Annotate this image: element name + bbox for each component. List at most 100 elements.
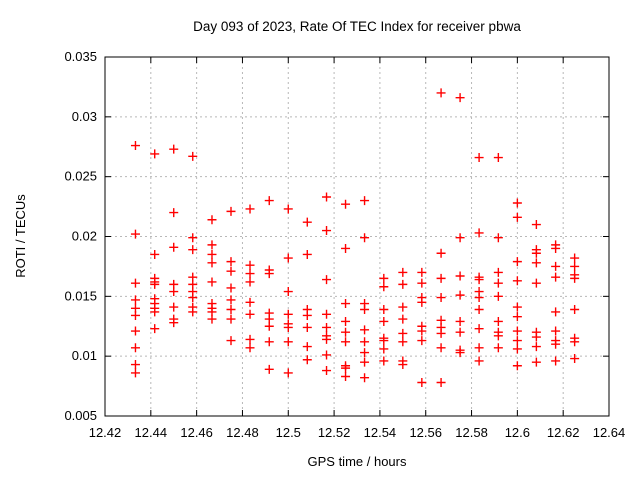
data-point [188, 293, 198, 303]
data-point [512, 344, 522, 354]
x-tick-label: 12.6 [505, 425, 530, 440]
data-point [302, 355, 312, 365]
data-point [226, 304, 236, 314]
data-point [551, 326, 561, 336]
data-point [226, 266, 236, 276]
data-point [493, 267, 503, 277]
data-point [245, 204, 255, 214]
data-point [455, 316, 465, 326]
y-tick-label: 0.025 [64, 169, 97, 184]
data-point [150, 249, 160, 259]
data-point [570, 273, 580, 283]
x-tick-label: 12.58 [455, 425, 488, 440]
data-point [130, 310, 140, 320]
data-point [322, 275, 332, 285]
data-point [570, 253, 580, 263]
data-point [398, 360, 408, 370]
data-point [512, 361, 522, 371]
data-point [379, 344, 389, 354]
data-point [245, 334, 255, 344]
data-point [398, 302, 408, 312]
data-point [283, 337, 293, 347]
grid-lines [105, 57, 609, 416]
data-point [551, 272, 561, 282]
data-point [245, 309, 255, 319]
data-point [169, 287, 179, 297]
data-point [417, 278, 427, 288]
data-point [512, 212, 522, 222]
chart-title: Day 093 of 2023, Rate Of TEC Index for r… [193, 19, 521, 34]
data-point [169, 302, 179, 312]
data-point [474, 304, 484, 314]
data-point [302, 322, 312, 332]
data-point [493, 343, 503, 353]
data-point [512, 198, 522, 208]
data-point [207, 240, 217, 250]
data-point [455, 233, 465, 243]
y-axis-label: ROTI / TECUs [13, 194, 28, 278]
plot-border [104, 56, 610, 417]
data-point [379, 282, 389, 292]
y-tick-label: 0.005 [64, 408, 97, 423]
data-point [130, 360, 140, 370]
data-point [341, 299, 351, 309]
x-tick-label: 12.56 [409, 425, 442, 440]
data-point [207, 258, 217, 268]
data-point [322, 322, 332, 332]
x-tick-label: 12.52 [318, 425, 351, 440]
data-point [245, 269, 255, 279]
x-tick-label: 12.64 [593, 425, 626, 440]
data-point [436, 88, 446, 98]
data-point [169, 242, 179, 252]
data-point [245, 297, 255, 307]
data-point [283, 309, 293, 319]
data-point [245, 343, 255, 353]
data-point [398, 314, 408, 324]
data-point [264, 337, 274, 347]
data-point [226, 283, 236, 293]
data-point [130, 368, 140, 378]
data-point [398, 267, 408, 277]
data-point [417, 326, 427, 336]
data-point [150, 324, 160, 334]
y-tick-label: 0.035 [64, 49, 97, 64]
data-point [551, 261, 561, 271]
data-point [150, 307, 160, 317]
data-point [264, 321, 274, 331]
data-point [493, 331, 503, 341]
data-point [398, 337, 408, 347]
data-point [474, 324, 484, 334]
data-point [436, 293, 446, 303]
x-tick-label: 12.5 [276, 425, 301, 440]
data-point [379, 336, 389, 346]
data-point [551, 339, 561, 349]
data-point [531, 248, 541, 258]
x-tick-label: 12.48 [226, 425, 259, 440]
data-point [341, 243, 351, 253]
y-tick-label: 0.02 [72, 229, 97, 244]
data-point [245, 277, 255, 287]
data-point [341, 337, 351, 347]
x-tick-label: 12.42 [89, 425, 122, 440]
data-point [226, 295, 236, 305]
data-point [417, 297, 427, 307]
data-point [436, 248, 446, 258]
data-point [551, 307, 561, 317]
data-point [417, 377, 427, 387]
data-point [283, 368, 293, 378]
data-point [130, 343, 140, 353]
data-point [474, 356, 484, 366]
data-point [512, 326, 522, 336]
data-point [322, 192, 332, 202]
data-point [360, 357, 370, 367]
data-point [512, 312, 522, 322]
data-point [302, 249, 312, 259]
data-point [264, 364, 274, 374]
data-point [474, 153, 484, 163]
data-point [531, 258, 541, 268]
data-point [150, 149, 160, 159]
data-point [512, 257, 522, 267]
data-point [455, 348, 465, 358]
data-point [226, 257, 236, 267]
